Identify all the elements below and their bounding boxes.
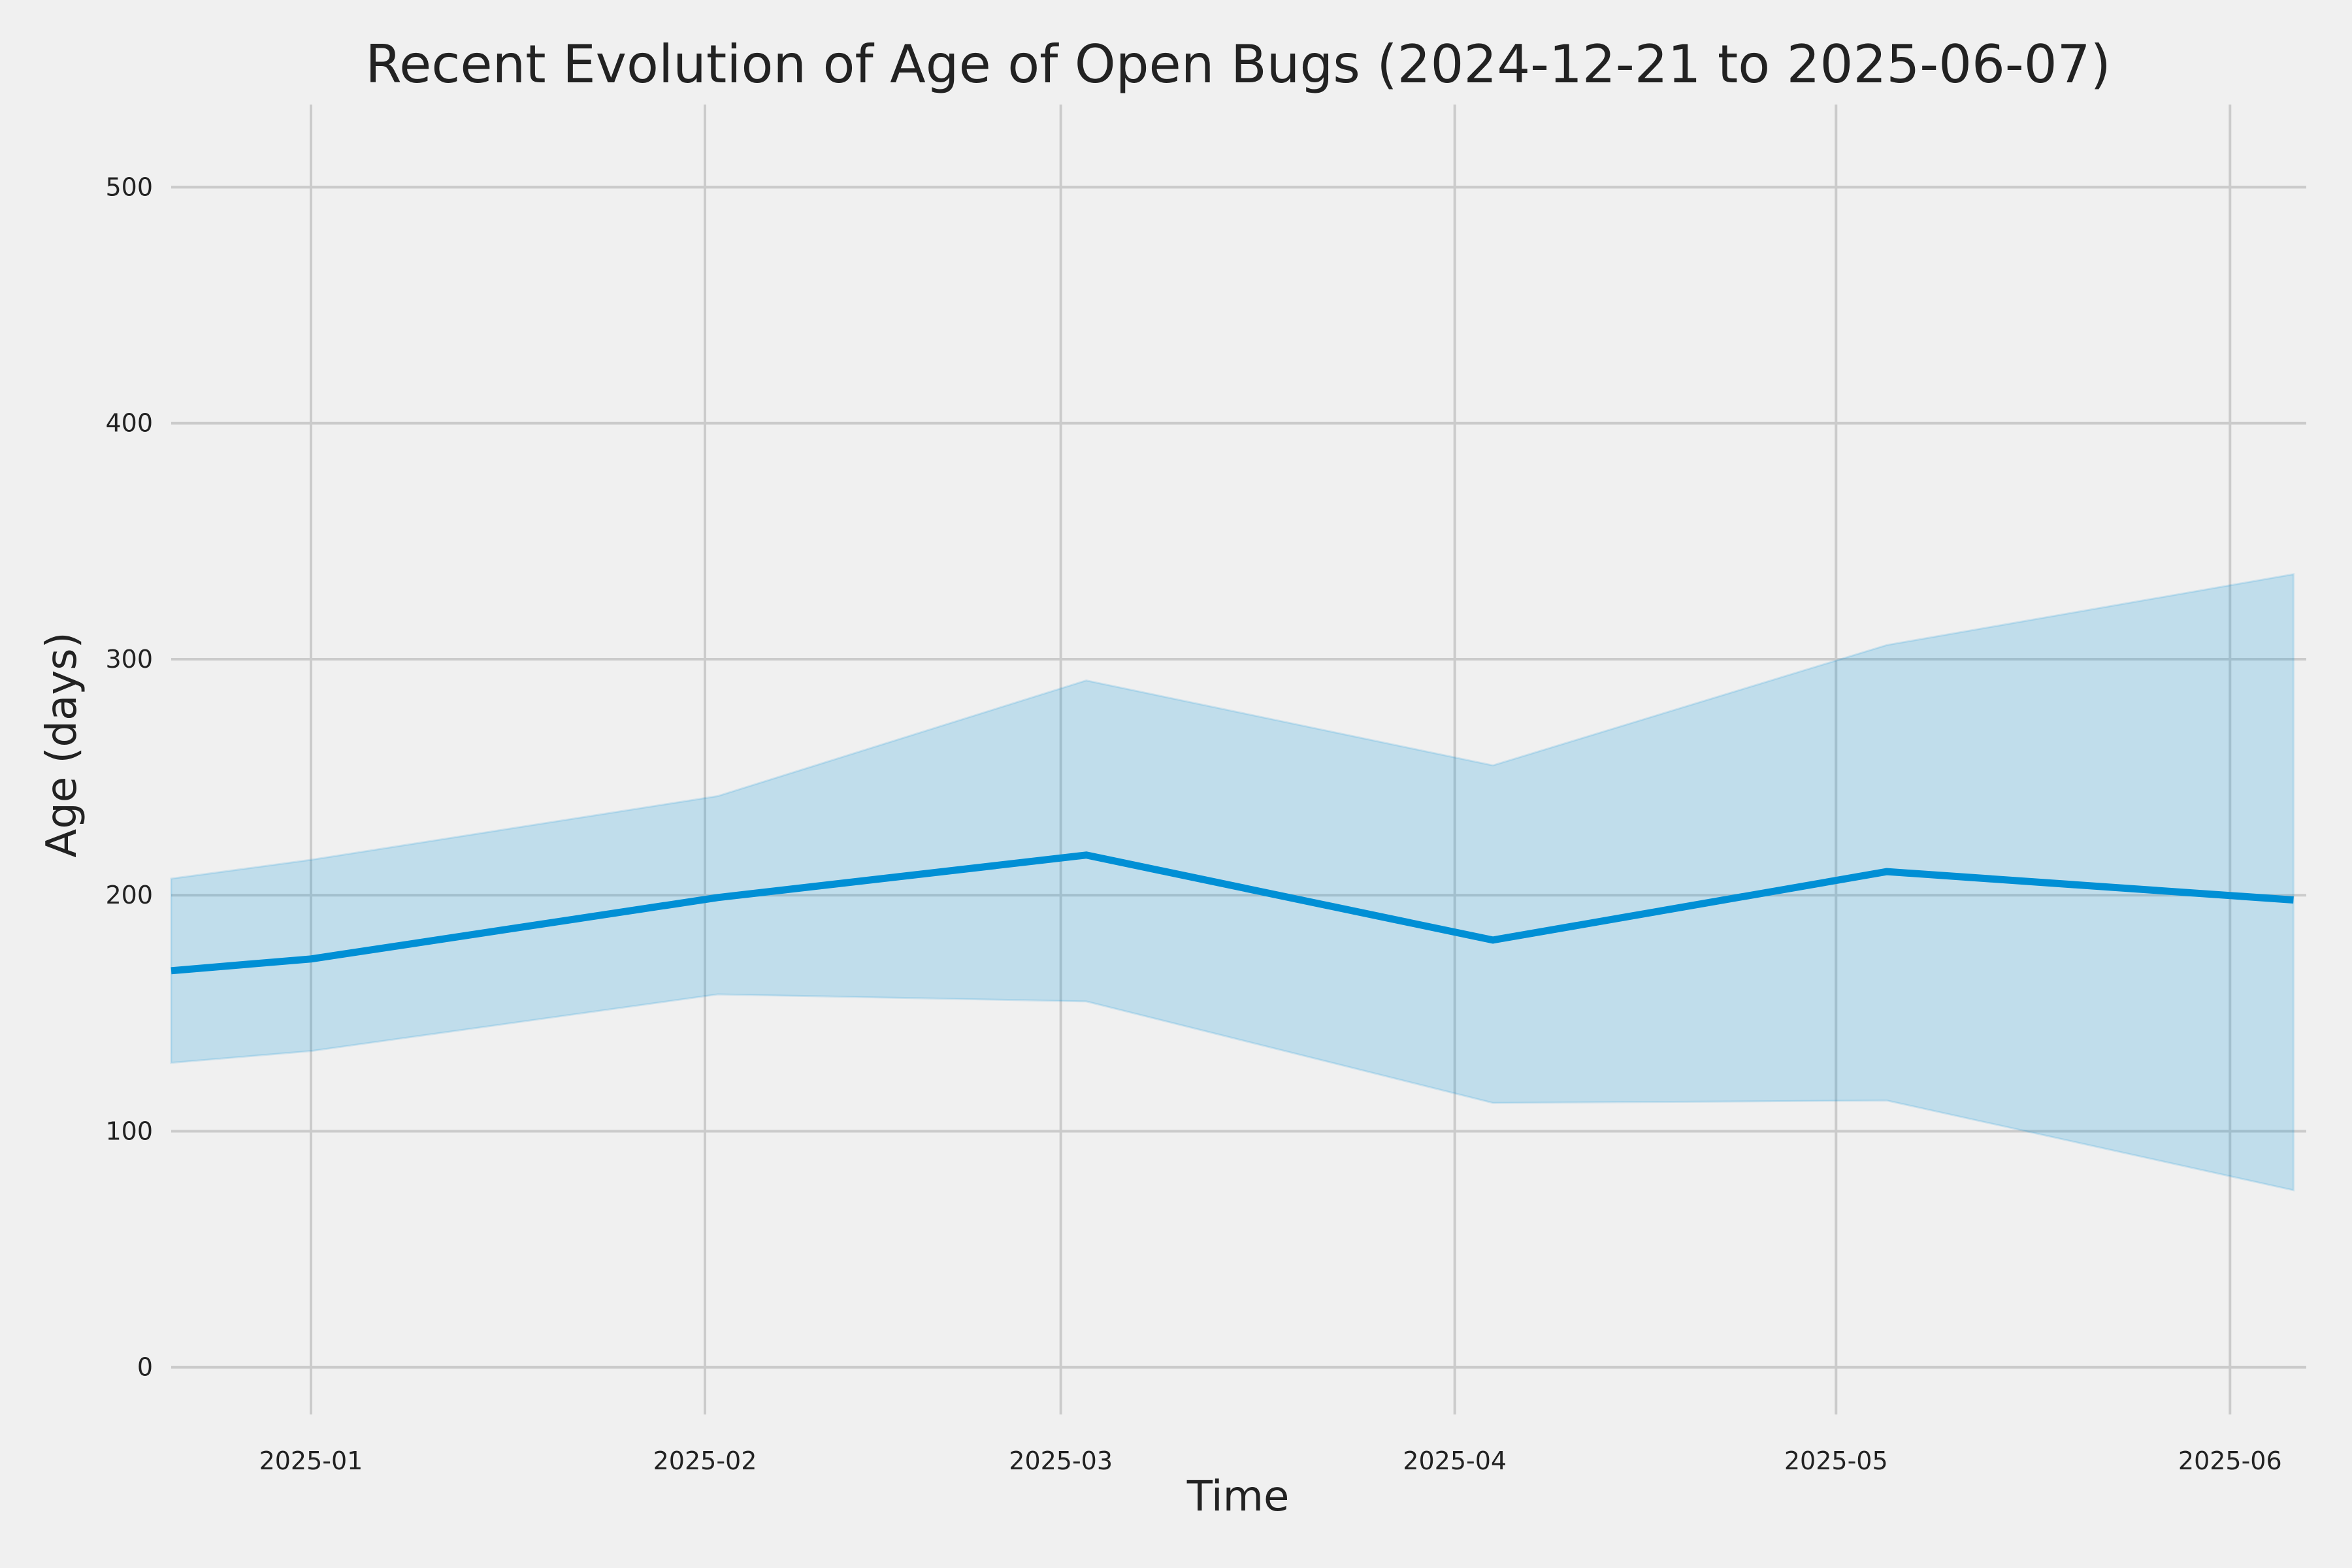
x-tick-label: 2025-03 bbox=[1009, 1446, 1113, 1475]
y-tick-label: 200 bbox=[105, 881, 153, 909]
y-tick-label: 500 bbox=[105, 172, 153, 201]
chart-title: Recent Evolution of Age of Open Bugs (20… bbox=[365, 34, 2111, 95]
series-line-layer bbox=[171, 851, 2294, 975]
y-tick-labels: 0 100 200 300 400 500 bbox=[105, 172, 153, 1381]
y-axis-title: Age (days) bbox=[38, 632, 86, 857]
y-tick-label: 300 bbox=[105, 645, 153, 674]
x-tick-labels: 2025-01 2025-02 2025-03 2025-04 2025-05 2025-… bbox=[259, 1446, 2282, 1475]
x-axis-title: Time bbox=[1186, 1473, 1290, 1521]
x-tick-label: 2025-01 bbox=[259, 1446, 363, 1475]
x-tick-label: 2025-06 bbox=[2178, 1446, 2282, 1475]
x-tick-label: 2025-02 bbox=[653, 1446, 757, 1475]
y-tick-label: 0 bbox=[137, 1353, 153, 1382]
y-tick-label: 100 bbox=[105, 1117, 153, 1145]
x-tick-label: 2025-04 bbox=[1403, 1446, 1507, 1475]
series-line bbox=[171, 851, 2294, 975]
grid-layer bbox=[171, 105, 2306, 1414]
y-tick-label: 400 bbox=[105, 409, 153, 438]
x-tick-label: 2025-05 bbox=[1784, 1446, 1888, 1475]
